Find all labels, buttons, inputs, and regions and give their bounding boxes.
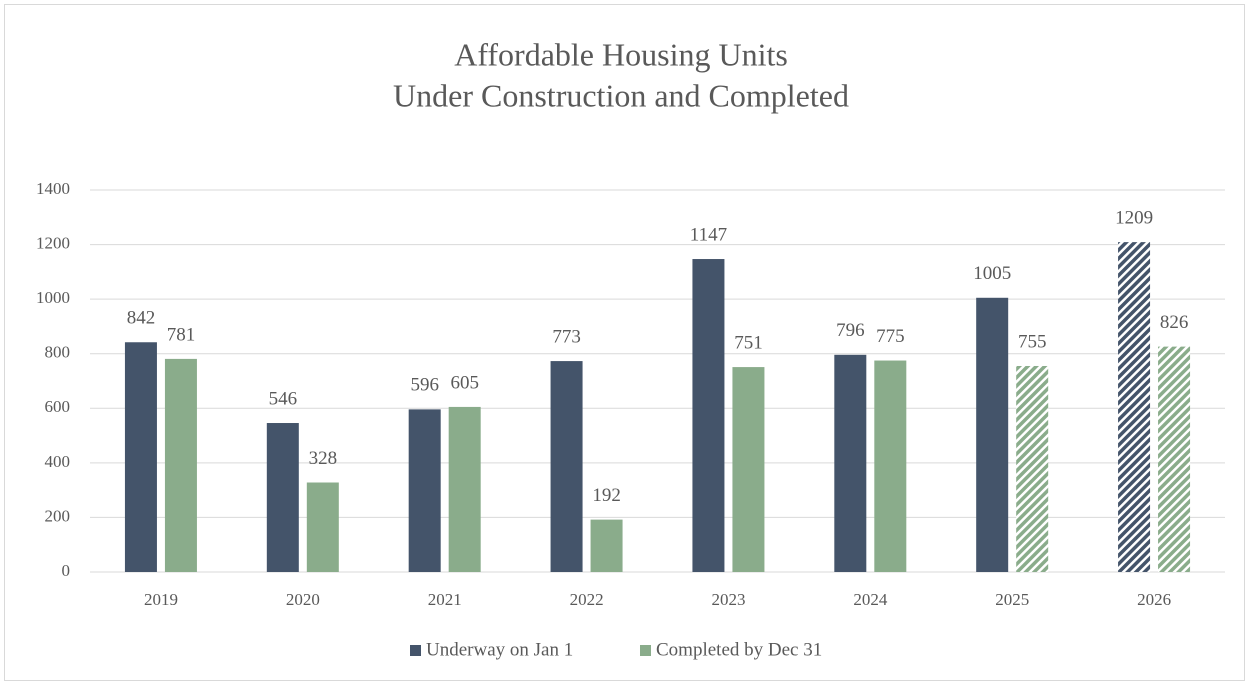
value-label: 773 <box>552 326 581 347</box>
y-tick-label: 200 <box>45 506 71 525</box>
x-tick-label: 2021 <box>428 590 462 609</box>
bar <box>692 259 725 572</box>
bar <box>448 406 481 572</box>
x-tick-label: 2023 <box>711 590 745 609</box>
y-tick-label: 0 <box>62 561 71 580</box>
bar <box>976 297 1009 572</box>
legend-label: Completed by Dec 31 <box>656 639 822 660</box>
value-label: 328 <box>309 448 338 469</box>
y-tick-label: 1200 <box>36 233 70 252</box>
value-label: 192 <box>592 485 621 506</box>
legend-swatch <box>640 645 651 656</box>
value-label: 781 <box>167 324 196 345</box>
bar <box>550 361 583 572</box>
bar <box>834 354 867 572</box>
bar <box>124 342 157 572</box>
x-tick-label: 2020 <box>286 590 320 609</box>
value-label: 1147 <box>690 224 727 245</box>
bar <box>874 360 907 572</box>
bar <box>1158 346 1191 572</box>
y-tick-label: 1400 <box>36 179 70 198</box>
y-tick-label: 600 <box>45 397 71 416</box>
value-label: 755 <box>1018 331 1047 352</box>
value-label: 605 <box>450 372 479 393</box>
value-label: 1005 <box>973 263 1011 284</box>
value-label: 596 <box>410 375 439 396</box>
value-label: 826 <box>1160 312 1189 333</box>
value-label: 775 <box>876 326 905 347</box>
legend-swatch <box>410 645 421 656</box>
bar <box>164 358 197 572</box>
bar <box>590 519 623 572</box>
y-tick-label: 800 <box>45 343 71 362</box>
legend-label: Underway on Jan 1 <box>426 639 573 660</box>
bar <box>732 367 765 572</box>
x-tick-label: 2026 <box>1137 590 1171 609</box>
bar <box>306 482 339 572</box>
x-tick-label: 2019 <box>144 590 178 609</box>
y-tick-label: 400 <box>45 452 71 471</box>
bar <box>1118 242 1151 572</box>
bar <box>408 409 441 572</box>
bar <box>1016 365 1049 572</box>
value-label: 1209 <box>1115 207 1153 228</box>
y-tick-label: 1000 <box>36 288 70 307</box>
x-tick-label: 2024 <box>853 590 888 609</box>
value-label: 842 <box>127 308 156 329</box>
bar <box>266 423 299 572</box>
value-label: 546 <box>269 388 298 409</box>
chart-title: Under Construction and Completed <box>393 77 849 113</box>
value-label: 751 <box>734 332 763 353</box>
value-label: 796 <box>836 320 865 341</box>
x-tick-label: 2022 <box>570 590 604 609</box>
x-tick-label: 2025 <box>995 590 1029 609</box>
chart-title: Affordable Housing Units <box>454 36 788 72</box>
